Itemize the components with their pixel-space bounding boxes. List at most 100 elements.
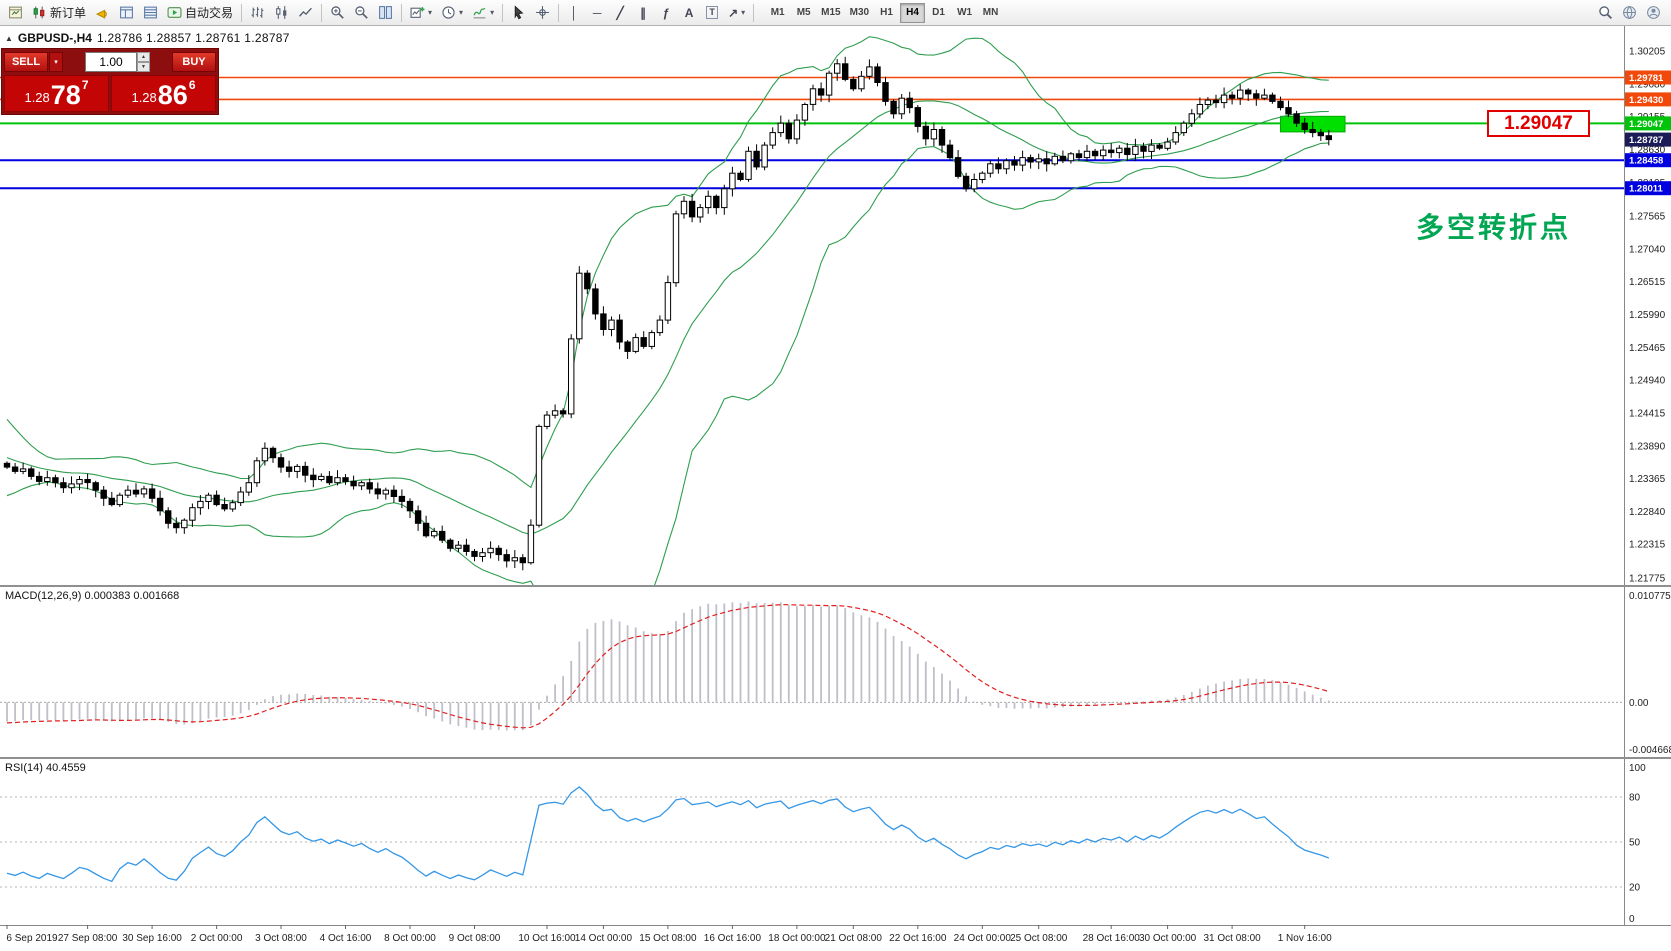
svg-text:28 Oct 16:00: 28 Oct 16:00 xyxy=(1083,933,1141,944)
sell-button[interactable]: SELL xyxy=(4,52,48,72)
svg-text:1.28787: 1.28787 xyxy=(1629,135,1663,146)
sell-price-button[interactable]: 1.28 78 7 xyxy=(4,75,109,112)
search-button[interactable] xyxy=(1594,2,1617,24)
svg-text:30 Sep 16:00: 30 Sep 16:00 xyxy=(122,933,182,944)
svg-text:16 Oct 16:00: 16 Oct 16:00 xyxy=(704,933,762,944)
volume-control: ▲ ▼ xyxy=(85,52,150,72)
svg-text:1 Nov 16:00: 1 Nov 16:00 xyxy=(1278,933,1332,944)
data-window-icon xyxy=(143,5,158,20)
tile-windows-icon xyxy=(378,5,393,20)
tile-windows-button[interactable] xyxy=(374,2,397,24)
toolbar-separator xyxy=(753,3,755,22)
data-window-button[interactable] xyxy=(139,2,162,24)
price-buttons-row: 1.28 78 7 1.28 86 6 xyxy=(4,75,216,112)
vertical-line-icon: │ xyxy=(570,5,578,20)
svg-text:27 Sep 08:00: 27 Sep 08:00 xyxy=(58,933,118,944)
timeframe-w1-button[interactable]: W1 xyxy=(952,3,977,23)
svg-text:9 Oct 08:00: 9 Oct 08:00 xyxy=(449,933,501,944)
new-chart-icon xyxy=(410,5,425,20)
volume-input[interactable] xyxy=(85,52,137,72)
rsi-chart-canvas[interactable]: 100 80 50 20 0 xyxy=(0,759,1671,925)
timeframe-toolbar: M1 M5 M15 M30 H1 H4 D1 W1 MN xyxy=(765,2,1003,23)
text-button[interactable]: A xyxy=(678,2,700,24)
svg-text:22 Oct 16:00: 22 Oct 16:00 xyxy=(889,933,947,944)
svg-text:50: 50 xyxy=(1629,838,1641,849)
zoom-in-button[interactable] xyxy=(326,2,349,24)
volume-decrease-button[interactable]: ▼ xyxy=(137,62,150,72)
svg-text:0.010775: 0.010775 xyxy=(1629,591,1671,602)
text-label-icon: T xyxy=(706,6,718,19)
sell-options-dropdown[interactable]: ▾ xyxy=(49,52,63,72)
svg-text:1.28630: 1.28630 xyxy=(1629,145,1666,156)
svg-text:31 Oct 08:00: 31 Oct 08:00 xyxy=(1203,933,1261,944)
line-chart-button[interactable] xyxy=(294,2,317,24)
sell-price-big: 78 xyxy=(50,80,81,110)
indicators-button[interactable]: ▾ xyxy=(468,2,498,24)
buy-price-big: 86 xyxy=(157,80,188,110)
time-axis[interactable]: 6 Sep 2019 27 Sep 08:00 30 Sep 16:00 2 Oct … xyxy=(0,925,1671,951)
svg-text:1.29430: 1.29430 xyxy=(1629,95,1663,106)
timeframe-d1-button[interactable]: D1 xyxy=(926,3,951,23)
timeframe-m15-button[interactable]: M15 xyxy=(817,3,844,23)
svg-text:1.23890: 1.23890 xyxy=(1629,441,1666,452)
text-label-button[interactable]: T xyxy=(701,2,723,24)
svg-text:1.28458: 1.28458 xyxy=(1629,156,1663,167)
fibonacci-icon: ƒ xyxy=(662,5,670,20)
dropdown-arrow-icon: ▾ xyxy=(428,8,433,17)
cursor-button[interactable] xyxy=(507,2,530,24)
fibonacci-button[interactable]: ƒ xyxy=(655,2,677,24)
main-chart-canvas[interactable]: 1.302051.296801.291551.286301.281051.275… xyxy=(0,26,1671,585)
profiles-button[interactable]: ▾ xyxy=(437,2,467,24)
terminal-window-button[interactable] xyxy=(4,2,27,24)
timeframe-m30-button[interactable]: M30 xyxy=(846,3,873,23)
new-chart-button[interactable]: ▾ xyxy=(406,2,436,24)
one-click-collapse-toggle[interactable]: ▲ xyxy=(5,33,13,43)
buy-price-button[interactable]: 1.28 86 6 xyxy=(111,75,216,112)
equidistant-channel-icon: ∥ xyxy=(640,5,647,20)
macd-header: MACD(12,26,9) 0.000383 0.001668 xyxy=(5,590,180,602)
trendline-button[interactable]: ╱ xyxy=(609,2,631,24)
toolbar-separator xyxy=(558,3,560,22)
arrows-icon: ↗ xyxy=(728,5,739,20)
market-watch-icon xyxy=(119,5,134,20)
indicators-icon xyxy=(472,5,487,20)
account-button[interactable] xyxy=(1642,2,1665,24)
toolbar: 新订单 自动交易 ▾ ▾ ▾ │ ─ ╱ ∥ ƒ A T ↗ ▾ M1 M5 M15 M30 H1 H4 D1 W1 MN xyxy=(0,0,1671,26)
metaquotes-community-button[interactable] xyxy=(1618,2,1641,24)
zoom-out-icon xyxy=(354,5,369,20)
svg-text:1.22840: 1.22840 xyxy=(1629,507,1666,518)
svg-text:1.25465: 1.25465 xyxy=(1629,343,1666,354)
zoom-out-button[interactable] xyxy=(350,2,373,24)
timeframe-m1-button[interactable]: M1 xyxy=(765,3,790,23)
arrows-button[interactable]: ↗ ▾ xyxy=(724,2,749,24)
rsi-header: RSI(14) 40.4559 xyxy=(5,762,86,774)
horizontal-line-button[interactable]: ─ xyxy=(586,2,608,24)
new-order-button[interactable]: 新订单 xyxy=(28,2,90,24)
buy-button[interactable]: BUY xyxy=(172,52,216,72)
svg-text:0: 0 xyxy=(1629,914,1635,925)
bar-chart-button[interactable] xyxy=(246,2,269,24)
svg-text:1.24940: 1.24940 xyxy=(1629,376,1666,387)
timeframe-h1-button[interactable]: H1 xyxy=(874,3,899,23)
macd-chart-canvas[interactable]: 0.010775 0.00 -0.004668 xyxy=(0,587,1671,757)
market-watch-button[interactable] xyxy=(115,2,138,24)
candlestick-chart-button[interactable] xyxy=(270,2,293,24)
svg-text:24 Oct 00:00: 24 Oct 00:00 xyxy=(954,933,1012,944)
autotrading-button[interactable]: 自动交易 xyxy=(163,2,237,24)
timeframe-mn-button[interactable]: MN xyxy=(978,3,1003,23)
timeframe-h4-button[interactable]: H4 xyxy=(900,2,926,23)
symbol-timeframe-label: GBPUSD-,H4 xyxy=(17,31,92,45)
svg-text:14 Oct 00:00: 14 Oct 00:00 xyxy=(575,933,633,944)
timeframe-m5-button[interactable]: M5 xyxy=(791,3,816,23)
vertical-line-button[interactable]: │ xyxy=(563,2,585,24)
svg-text:8 Oct 00:00: 8 Oct 00:00 xyxy=(384,933,436,944)
svg-text:4 Oct 16:00: 4 Oct 16:00 xyxy=(320,933,372,944)
alerts-button[interactable] xyxy=(91,2,114,24)
account-icon xyxy=(1646,5,1661,20)
svg-text:21 Oct 08:00: 21 Oct 08:00 xyxy=(825,933,883,944)
crosshair-button[interactable] xyxy=(531,2,554,24)
volume-increase-button[interactable]: ▲ xyxy=(137,52,150,62)
sell-price-prefix: 1.28 xyxy=(24,90,50,105)
equidistant-channel-button[interactable]: ∥ xyxy=(632,2,654,24)
text-icon: A xyxy=(684,5,694,20)
